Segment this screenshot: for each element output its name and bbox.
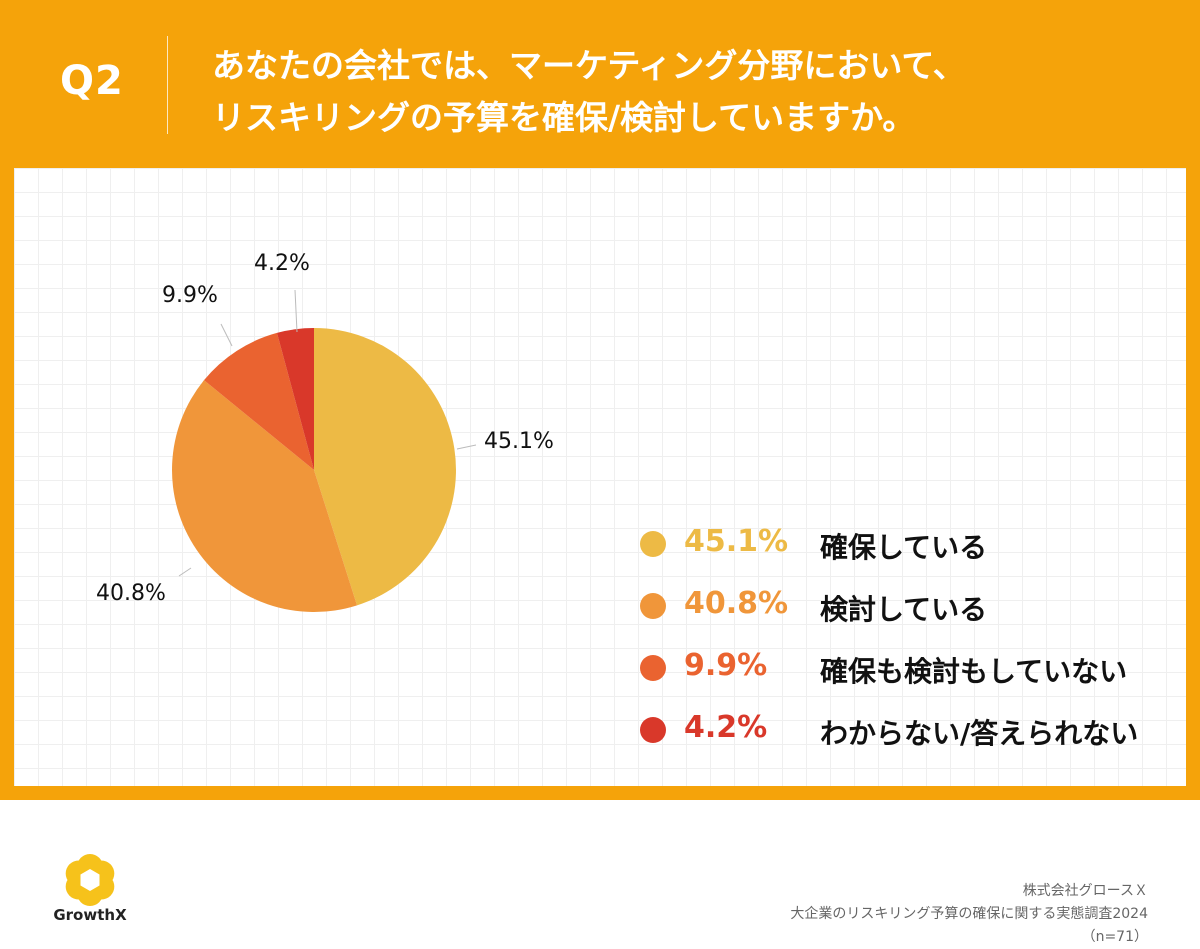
legend-percent: 9.9% bbox=[684, 648, 768, 683]
question-line-1: あなたの会社では、マーケティング分野において、 bbox=[212, 46, 966, 85]
legend-item: 4.2% わからない/答えられない bbox=[640, 704, 1200, 754]
leader-line bbox=[456, 444, 477, 450]
source-company: 株式会社グロースＸ bbox=[1022, 883, 1148, 899]
logo-wordmark: GrowthX bbox=[53, 906, 127, 924]
source-survey: 大企業のリスキリング予算の確保に関する実態調査2024 bbox=[790, 906, 1148, 922]
question-header: Q2 あなたの会社では、マーケティング分野において、 リスキリングの予算を確保/… bbox=[0, 0, 1200, 168]
logo-mark-icon bbox=[65, 854, 115, 906]
legend-dot-icon bbox=[640, 655, 666, 681]
legend-label: 確保している bbox=[820, 531, 988, 564]
legend-label: わからない/答えられない bbox=[820, 717, 1139, 750]
legend-label: 検討している bbox=[820, 593, 988, 626]
slice-data-label: 45.1% bbox=[484, 429, 554, 454]
legend-dot-icon bbox=[640, 593, 666, 619]
leader-line bbox=[294, 289, 298, 333]
header-divider bbox=[167, 36, 168, 134]
legend-percent: 40.8% bbox=[684, 586, 789, 621]
slice-data-label: 9.9% bbox=[162, 283, 218, 308]
legend-dot-icon bbox=[640, 717, 666, 743]
legend-percent: 4.2% bbox=[684, 710, 768, 745]
legend-item: 9.9% 確保も検討もしていない bbox=[640, 642, 1200, 692]
slice-data-label: 4.2% bbox=[254, 251, 310, 276]
growthx-logo: GrowthX bbox=[50, 852, 140, 932]
leader-line bbox=[220, 323, 233, 347]
question-text: あなたの会社では、マーケティング分野において、 リスキリングの予算を確保/検討し… bbox=[212, 40, 1172, 144]
legend-dot-icon bbox=[640, 531, 666, 557]
pie-slice bbox=[172, 380, 358, 612]
pie-slice bbox=[276, 328, 314, 470]
source-sample: （n=71） bbox=[1081, 929, 1148, 945]
legend-item: 45.1% 確保している bbox=[640, 518, 1200, 568]
pie-slice bbox=[204, 332, 314, 470]
slice-data-label: 40.8% bbox=[96, 581, 166, 606]
question-line-2: リスキリングの予算を確保/検討していますか。 bbox=[212, 98, 916, 137]
leader-line bbox=[178, 567, 192, 577]
pie-slice bbox=[314, 328, 456, 606]
question-number: Q2 bbox=[60, 58, 124, 104]
legend-label: 確保も検討もしていない bbox=[820, 655, 1128, 688]
source-note: 株式会社グロースＸ 大企業のリスキリング予算の確保に関する実態調査2024 （n… bbox=[790, 880, 1148, 949]
pie-chart: 45.1% 40.8% 9.9% 4.2% bbox=[96, 251, 554, 612]
chart-panel: 45.1% 40.8% 9.9% 4.2% 45.1% 確保している 40.8% 検討してい… bbox=[14, 168, 1186, 945]
legend-item: 40.8% 検討している bbox=[640, 580, 1200, 630]
legend-percent: 45.1% bbox=[684, 524, 789, 559]
